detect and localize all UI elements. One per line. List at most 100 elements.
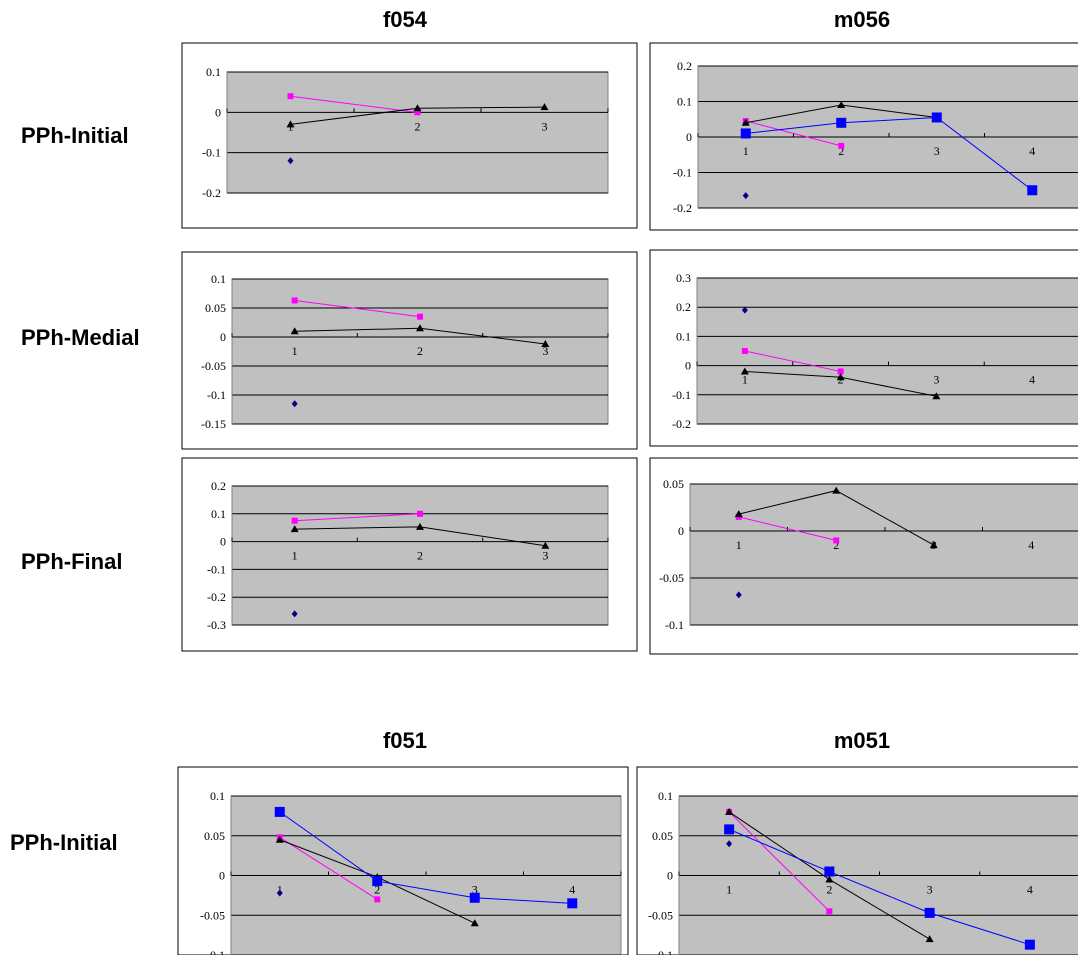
- diamond-point: [291, 610, 298, 618]
- square-point: [838, 142, 845, 149]
- square-series-line: [728, 811, 830, 912]
- x-tick-label: 4: [1028, 538, 1034, 552]
- y-tick-label: -0.1: [207, 388, 226, 402]
- x-tick-label: 3: [472, 883, 478, 897]
- square-point: [414, 109, 421, 116]
- y-tick-label: -0.1: [654, 948, 673, 955]
- column-title-f054: f054: [383, 7, 428, 32]
- x-tick-label: 1: [292, 344, 298, 358]
- y-tick-label: 0.1: [211, 507, 226, 521]
- row-label-pph-initial: PPh-Initial: [21, 123, 129, 148]
- triangle-point: [932, 392, 941, 400]
- blue-square-point: [567, 898, 578, 909]
- square-series-line: [745, 120, 842, 147]
- triangle-point: [290, 327, 299, 335]
- triangle-point: [725, 807, 734, 815]
- y-tick-label: 0: [220, 535, 226, 549]
- big-square-series-line: [728, 828, 1031, 946]
- y-tick-label: -0.2: [672, 417, 691, 431]
- y-tick-label: -0.1: [672, 388, 691, 402]
- y-tick-label: -0.1: [665, 618, 684, 632]
- blue-square-point: [372, 876, 383, 887]
- diamond-point: [287, 157, 294, 165]
- y-tick-label: 0.3: [676, 271, 691, 285]
- x-tick-label: 2: [833, 538, 839, 552]
- triangle-point: [836, 373, 845, 381]
- y-tick-label: 0.1: [210, 789, 225, 803]
- triangle-point: [470, 919, 479, 927]
- square-point: [833, 537, 840, 544]
- x-tick-label: 3: [933, 373, 939, 387]
- square-point: [417, 510, 423, 517]
- square-point: [826, 908, 833, 915]
- diamond-point: [276, 889, 283, 897]
- x-tick-label: 1: [743, 144, 749, 158]
- y-tick-label: 0.1: [677, 95, 692, 109]
- y-tick-label: -0.1: [673, 166, 692, 180]
- y-tick-label: 0: [667, 869, 673, 883]
- triangle-point: [929, 541, 938, 549]
- x-tick-label: 2: [417, 549, 423, 563]
- y-tick-label: 0.1: [676, 329, 691, 343]
- triangle-point: [540, 103, 549, 111]
- triangle-point: [286, 120, 295, 128]
- blue-square-point: [836, 117, 847, 128]
- x-tick-label: 4: [569, 883, 575, 897]
- y-tick-label: 0: [215, 105, 221, 119]
- triangle-point: [741, 118, 750, 126]
- x-tick-label: 4: [1027, 883, 1033, 897]
- y-tick-label: -0.05: [648, 908, 673, 922]
- x-tick-label: 3: [542, 119, 548, 133]
- square-point: [417, 313, 423, 320]
- y-tick-label: -0.1: [206, 948, 225, 955]
- chart-m056-pph-initial: 0.2 0.1 0 -0.1 -0.2 1 2 3 4: [649, 42, 1078, 231]
- y-tick-label: -0.05: [659, 571, 684, 585]
- row-label-pph-initial-bottom: PPh-Initial: [10, 830, 118, 855]
- y-tick-label: 0.2: [211, 479, 226, 493]
- y-tick-label: -0.15: [201, 417, 226, 431]
- y-tick-label: 0.05: [663, 477, 684, 491]
- x-tick-label: 3: [927, 883, 933, 897]
- triangle-point: [275, 835, 284, 843]
- blue-square-point: [740, 128, 751, 139]
- y-tick-label: -0.05: [200, 908, 225, 922]
- square-series-line: [279, 836, 378, 900]
- big-square-series-line: [745, 116, 1033, 191]
- triangle-point: [832, 486, 841, 494]
- y-tick-label: 0: [685, 359, 691, 373]
- x-tick-label: 2: [826, 883, 832, 897]
- triangle-point: [541, 541, 550, 549]
- square-series-line: [294, 513, 421, 522]
- y-tick-label: 0.05: [204, 829, 225, 843]
- y-tick-label: 0.05: [205, 301, 226, 315]
- x-tick-label: 1: [292, 549, 298, 563]
- x-tick-label: 3: [934, 144, 940, 158]
- triangle-point: [416, 522, 424, 530]
- x-tick-label: 2: [374, 883, 380, 897]
- square-point: [291, 297, 298, 304]
- square-point: [741, 348, 748, 354]
- square-point: [291, 517, 298, 524]
- triangle-point: [541, 339, 550, 347]
- y-tick-label: 0: [686, 130, 692, 144]
- y-tick-label: 0: [219, 869, 225, 883]
- square-series-line: [738, 516, 837, 541]
- y-tick-label: -0.2: [202, 186, 221, 200]
- diamond-point: [735, 591, 742, 599]
- blue-square-point: [274, 806, 285, 817]
- blue-square-point: [924, 907, 935, 918]
- column-title-m051: m051: [834, 728, 890, 753]
- square-point: [374, 896, 381, 903]
- blue-square-point: [469, 892, 480, 903]
- x-tick-label: 2: [417, 344, 423, 358]
- diamond-point: [742, 192, 749, 200]
- y-tick-label: -0.3: [207, 618, 226, 632]
- blue-square-point: [824, 866, 835, 877]
- row-label-pph-medial: PPh-Medial: [21, 325, 140, 350]
- triangle-point: [413, 104, 422, 112]
- y-tick-label: -0.2: [207, 590, 226, 604]
